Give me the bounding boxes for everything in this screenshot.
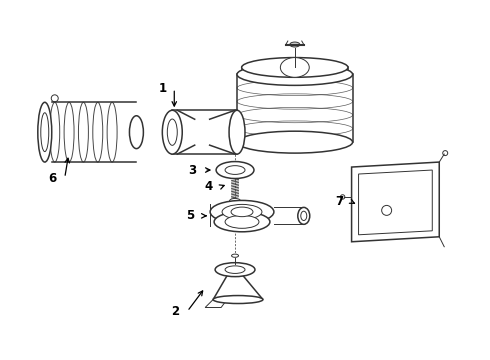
Ellipse shape (214, 212, 270, 232)
Ellipse shape (290, 42, 300, 47)
Ellipse shape (237, 63, 353, 85)
Text: 6: 6 (49, 171, 57, 185)
Text: 5: 5 (186, 210, 195, 222)
Ellipse shape (280, 58, 309, 77)
Ellipse shape (229, 110, 245, 154)
Ellipse shape (38, 102, 52, 162)
Ellipse shape (231, 207, 253, 217)
Ellipse shape (225, 266, 245, 274)
Ellipse shape (167, 119, 177, 145)
Ellipse shape (222, 204, 262, 219)
Ellipse shape (229, 198, 241, 203)
Ellipse shape (242, 58, 348, 77)
Ellipse shape (213, 296, 263, 303)
Ellipse shape (232, 254, 239, 257)
Ellipse shape (225, 215, 259, 228)
Ellipse shape (215, 263, 255, 276)
Ellipse shape (162, 110, 182, 154)
Polygon shape (213, 276, 263, 300)
Text: 3: 3 (188, 163, 196, 176)
Polygon shape (205, 300, 227, 307)
Ellipse shape (225, 166, 245, 175)
Ellipse shape (210, 201, 274, 223)
Ellipse shape (216, 162, 254, 179)
Text: 1: 1 (158, 82, 167, 95)
Text: 2: 2 (171, 305, 179, 318)
Ellipse shape (298, 207, 310, 224)
Text: 7: 7 (336, 195, 343, 208)
Ellipse shape (129, 116, 144, 149)
Text: 4: 4 (204, 180, 212, 193)
Ellipse shape (41, 113, 49, 152)
Ellipse shape (237, 131, 353, 153)
Polygon shape (352, 162, 439, 242)
Ellipse shape (301, 211, 307, 221)
